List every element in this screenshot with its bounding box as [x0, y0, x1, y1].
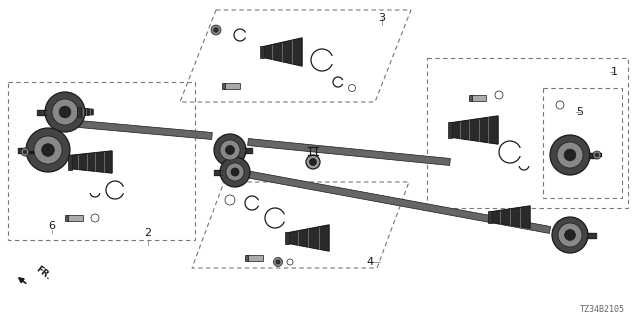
Bar	[67, 215, 83, 221]
Bar	[77, 107, 81, 117]
Circle shape	[34, 136, 62, 164]
Circle shape	[225, 146, 234, 155]
Bar	[470, 95, 486, 101]
Bar	[68, 155, 72, 170]
Polygon shape	[248, 139, 451, 165]
Polygon shape	[234, 169, 550, 234]
Bar	[65, 215, 68, 221]
Polygon shape	[79, 121, 212, 140]
Circle shape	[214, 134, 246, 166]
Circle shape	[273, 258, 282, 267]
Circle shape	[214, 28, 218, 32]
Circle shape	[211, 25, 221, 35]
Bar	[468, 95, 472, 101]
Circle shape	[45, 92, 85, 132]
Bar	[285, 232, 289, 244]
Bar	[488, 211, 492, 223]
Circle shape	[226, 163, 244, 181]
Circle shape	[21, 148, 29, 156]
Circle shape	[550, 135, 590, 175]
Circle shape	[23, 150, 27, 154]
Circle shape	[52, 99, 78, 125]
Polygon shape	[450, 116, 498, 144]
Text: 1: 1	[611, 67, 618, 77]
Text: TZ34B2105: TZ34B2105	[580, 306, 625, 315]
Circle shape	[564, 149, 576, 161]
Text: 5: 5	[577, 107, 584, 117]
Circle shape	[557, 142, 583, 168]
Circle shape	[276, 260, 280, 264]
Circle shape	[310, 158, 317, 165]
Circle shape	[593, 151, 601, 159]
Text: 4: 4	[367, 257, 374, 267]
Polygon shape	[70, 151, 112, 173]
Polygon shape	[490, 206, 530, 228]
Circle shape	[26, 128, 70, 172]
Polygon shape	[262, 38, 302, 66]
Circle shape	[220, 157, 250, 187]
Circle shape	[595, 153, 599, 157]
Text: 6: 6	[49, 221, 56, 231]
Circle shape	[59, 106, 71, 118]
Circle shape	[42, 144, 54, 156]
Bar	[224, 83, 240, 89]
Bar	[260, 46, 264, 58]
Bar	[222, 83, 225, 89]
Text: 2: 2	[145, 228, 152, 238]
Bar	[247, 255, 263, 261]
Polygon shape	[79, 108, 93, 116]
Circle shape	[564, 230, 575, 240]
Circle shape	[552, 217, 588, 253]
Text: 3: 3	[378, 13, 385, 23]
Circle shape	[306, 155, 320, 169]
Circle shape	[220, 140, 240, 160]
Bar	[245, 255, 248, 261]
Bar	[448, 122, 452, 138]
Polygon shape	[287, 225, 329, 251]
Circle shape	[231, 168, 239, 176]
Circle shape	[558, 223, 582, 247]
Text: FR.: FR.	[34, 265, 52, 282]
